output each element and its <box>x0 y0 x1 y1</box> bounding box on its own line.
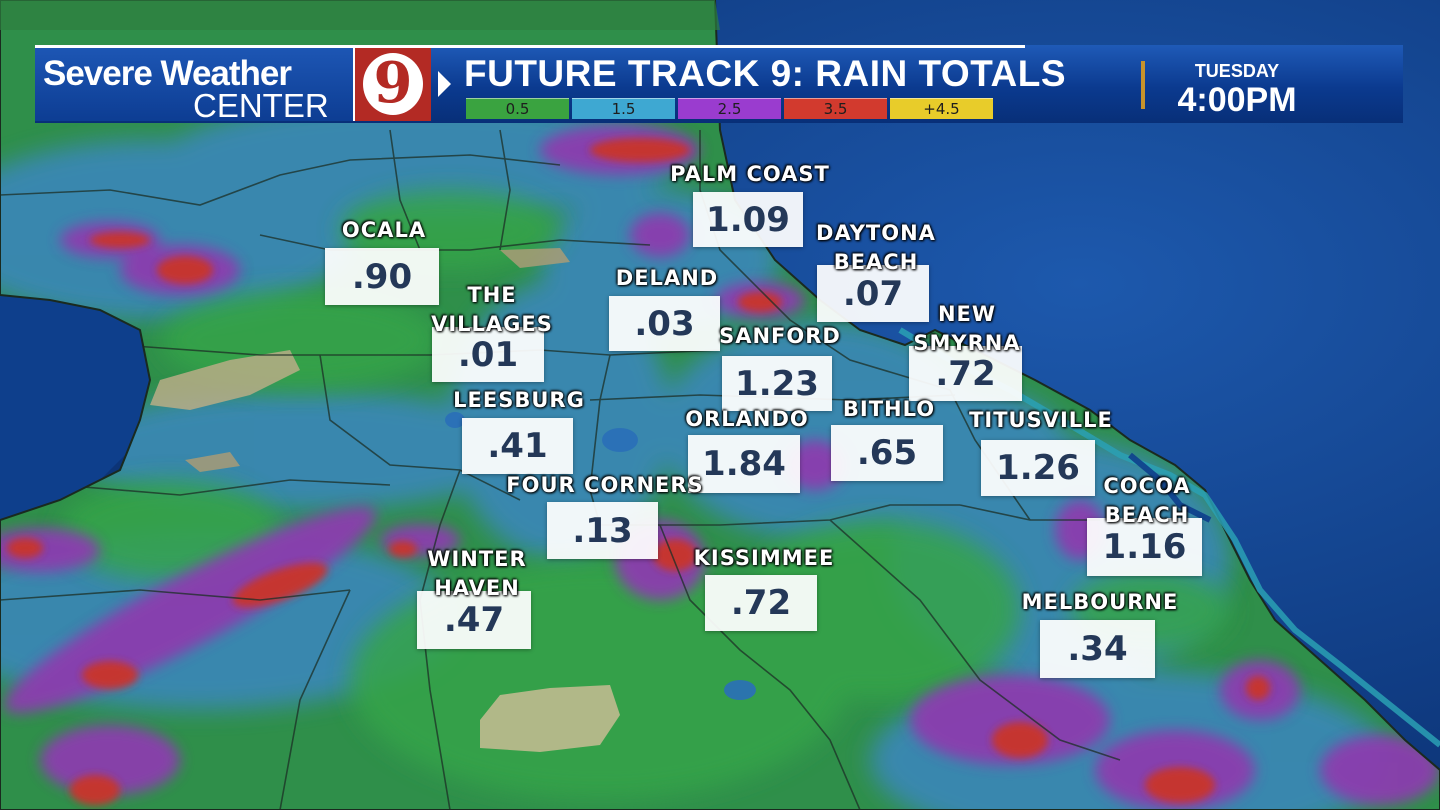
logo-number: 9 <box>373 50 413 116</box>
legend-item-0: 0.5 <box>466 98 569 119</box>
legend-item-1: 1.5 <box>572 98 675 119</box>
city-name-ocala: OCALA <box>341 218 427 242</box>
header-top-line <box>35 45 1025 48</box>
rain-legend: 0.5 1.5 2.5 3.5 +4.5 <box>466 98 996 119</box>
forecast-time: 4:00PM <box>1177 81 1297 119</box>
play-arrow-icon <box>438 71 451 97</box>
forecast-day: TUESDAY <box>1194 61 1280 81</box>
legend-item-4: +4.5 <box>890 98 993 119</box>
header-divider <box>1141 61 1145 109</box>
city-name-orlando: ORLANDO <box>685 407 809 431</box>
city-name-daytona-beach: DAYTONA BEACH <box>816 221 936 274</box>
legend-item-3: 3.5 <box>784 98 887 119</box>
rain-total-melbourne: .34 <box>1040 620 1155 678</box>
brand-box: Severe Weather CENTER <box>35 48 353 124</box>
city-name-leesburg: LEESBURG <box>453 388 585 412</box>
city-name-four-corners: FOUR CORNERS <box>506 473 704 497</box>
logo-circle <box>363 53 423 115</box>
rain-total-orlando: 1.84 <box>688 435 800 493</box>
product-title: FUTURE TRACK 9: RAIN TOTALS <box>464 53 1067 94</box>
rain-total-the-villages: .01 <box>432 327 544 382</box>
rain-total-winter-haven: .47 <box>417 591 531 649</box>
brand-title: Severe Weather <box>43 54 292 93</box>
rain-total-palm-coast: 1.09 <box>693 192 803 247</box>
city-name-kissimmee: KISSIMMEE <box>693 546 835 570</box>
rain-total-four-corners: .13 <box>547 502 658 559</box>
rain-total-ocala: .90 <box>325 248 439 305</box>
rain-total-bithlo: .65 <box>831 425 943 481</box>
city-name-sanford: SANFORD <box>719 324 841 348</box>
rain-total-new-smyrna: .72 <box>909 346 1022 401</box>
rain-total-cocoa-beach: 1.16 <box>1087 518 1202 576</box>
city-name-new-smyrna: NEW SMYRNA <box>913 302 1021 355</box>
city-name-palm-coast: PALM COAST <box>670 162 830 186</box>
city-name-titusville: TITUSVILLE <box>969 408 1113 432</box>
city-name-melbourne: MELBOURNE <box>1021 590 1179 614</box>
city-name-the-villages: THE VILLAGES <box>431 283 553 336</box>
city-name-winter-haven: WINTER HAVEN <box>427 547 527 600</box>
city-name-bithlo: BITHLO <box>842 397 936 421</box>
rain-total-titusville: 1.26 <box>981 440 1095 496</box>
gulf-water <box>0 270 155 520</box>
header-banner: Severe Weather CENTER 9 FUTURE TRACK 9: … <box>35 45 1403 124</box>
city-name-deland: DELAND <box>615 266 719 290</box>
indian-river-lagoon <box>1128 452 1212 523</box>
rain-total-deland: .03 <box>609 296 720 351</box>
legend-item-2: 2.5 <box>678 98 781 119</box>
channel-9-logo: 9 <box>353 48 431 121</box>
brand-subtitle: CENTER <box>193 87 329 124</box>
rain-total-kissimmee: .72 <box>705 575 817 631</box>
rain-total-sanford: 1.23 <box>722 356 832 411</box>
rain-total-leesburg: .41 <box>462 418 573 474</box>
city-name-cocoa-beach: COCOA BEACH <box>1103 474 1191 527</box>
rain-total-daytona-beach: .07 <box>817 265 929 322</box>
